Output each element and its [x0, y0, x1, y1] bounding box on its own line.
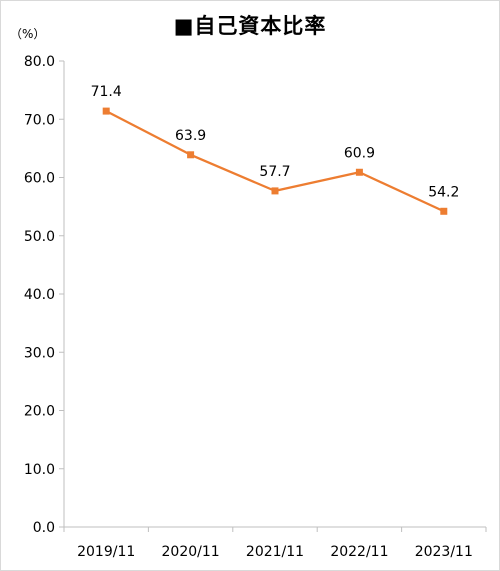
series-line	[105, 110, 445, 213]
y-unit-label: （%）	[10, 27, 45, 41]
y-tick-label: 10.0	[24, 462, 55, 478]
data-label: 71.4	[91, 84, 122, 100]
x-axis: 2019/11 2020/11 2021/11 2022/11 2023/11	[63, 526, 487, 560]
data-label: 57.7	[259, 164, 290, 180]
data-point	[355, 168, 363, 176]
x-tick-label: 2022/11	[330, 544, 388, 560]
series-line-group	[102, 107, 448, 215]
chart-title: ■自己資本比率	[173, 14, 327, 38]
data-point	[271, 187, 279, 195]
data-label: 60.9	[344, 145, 375, 161]
data-point	[102, 107, 110, 115]
x-tick-label: 2020/11	[162, 544, 220, 560]
y-axis: 0.0 10.0 20.0 30.0 40.0 50.0 60.0 70.0 80.0	[24, 54, 65, 536]
data-point	[440, 207, 448, 215]
y-tick-label: 40.0	[24, 287, 55, 303]
y-tick-label: 30.0	[24, 345, 55, 361]
y-tick-label: 80.0	[24, 54, 55, 70]
data-label: 54.2	[428, 184, 459, 200]
data-label: 63.9	[175, 128, 206, 144]
x-tick-label: 2021/11	[246, 544, 304, 560]
y-tick-label: 20.0	[24, 404, 55, 420]
y-tick-label: 60.0	[24, 171, 55, 187]
x-tick-label: 2023/11	[415, 544, 473, 560]
y-tick-label: 0.0	[33, 520, 55, 536]
data-point	[187, 151, 195, 159]
data-label-group: 71.4 63.9 57.7 60.9 54.2	[91, 84, 460, 200]
x-tick-label: 2019/11	[77, 544, 135, 560]
y-tick-label: 70.0	[24, 112, 55, 128]
y-tick-label: 50.0	[24, 229, 55, 245]
